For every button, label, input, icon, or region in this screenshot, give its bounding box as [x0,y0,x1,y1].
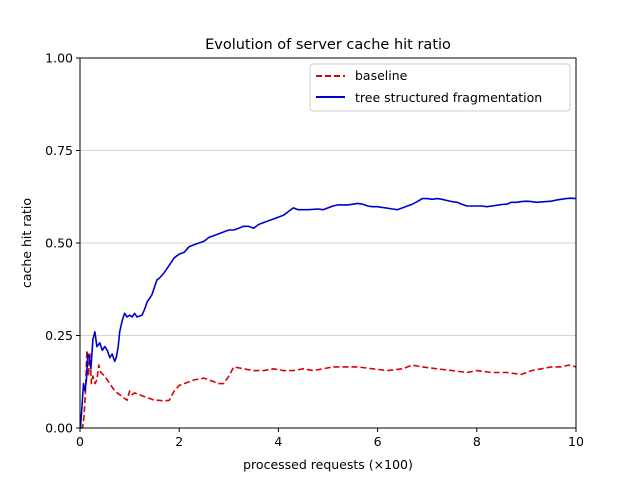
series-line-baseline [80,349,577,429]
y-tick-label: 0.75 [45,143,73,158]
legend-label-baseline: baseline [355,68,408,83]
x-axis-label: processed requests (×100) [243,457,413,472]
y-tick-label: 1.00 [45,51,73,66]
y-axis-ticks: 0.00 0.25 0.50 0.75 1.00 [45,51,80,436]
x-tick-label: 4 [274,434,282,449]
legend-label-tree-structured-fragmentation: tree structured fragmentation [355,90,542,105]
legend: baseline tree structured fragmentation [309,63,571,112]
y-tick-label: 0.25 [45,328,73,343]
x-tick-label: 0 [76,434,84,449]
x-tick-label: 6 [374,434,382,449]
gridlines [80,150,576,336]
plot-series [79,197,577,429]
series-line-tree-structured-fragmentation [79,197,577,429]
x-tick-label: 10 [568,434,584,449]
y-tick-label: 0.00 [45,421,73,436]
x-axis-ticks: 0 2 4 6 8 10 [76,428,584,449]
y-axis-label: cache hit ratio [19,198,34,288]
chart-title: Evolution of server cache hit ratio [205,37,451,53]
x-tick-label: 2 [175,434,183,449]
x-tick-label: 8 [473,434,481,449]
y-tick-label: 0.50 [45,236,73,251]
legend-box [309,63,571,112]
